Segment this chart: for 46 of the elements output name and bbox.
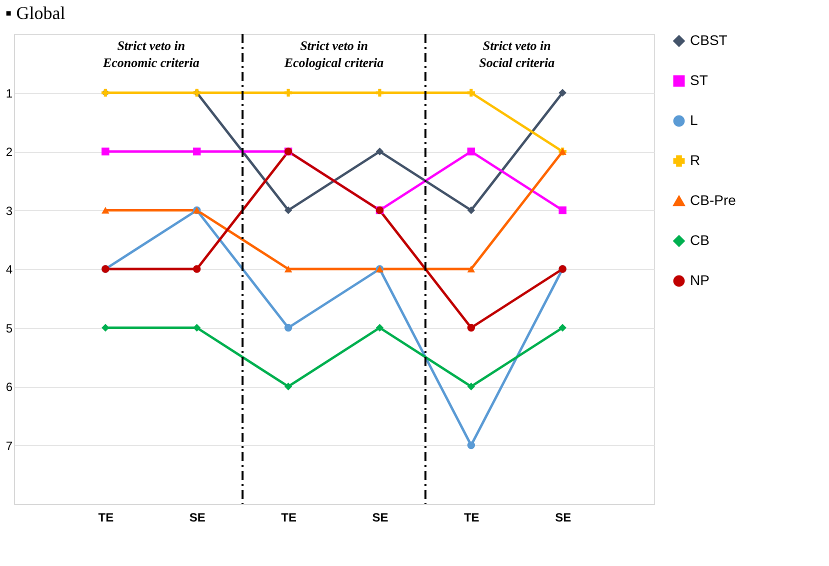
y-tick-label: 7: [6, 438, 13, 453]
x-tick-label: SE: [555, 510, 572, 524]
annotation: Strict veto in Social criteria: [479, 38, 556, 70]
point: [102, 206, 110, 214]
point: [467, 206, 476, 214]
x-tick-label: TE: [281, 510, 296, 524]
y-tick-label: 4: [6, 262, 13, 276]
point: [284, 206, 292, 214]
annotation: Strict veto in Economic criteria: [102, 38, 200, 70]
point: [102, 148, 110, 156]
legend-label: ST: [690, 72, 708, 88]
point: [467, 88, 476, 97]
point: [284, 324, 292, 332]
chart-title: ▪ Global: [5, 3, 66, 23]
point: [467, 441, 476, 450]
x-tick-label: SE: [372, 510, 388, 524]
legend-label: L: [690, 112, 698, 128]
point: [192, 148, 201, 156]
point: [467, 324, 476, 332]
annotation: Strict veto in Ecological criteria: [283, 38, 384, 70]
legend-label: NP: [690, 272, 710, 288]
legend-label: CB-Pre: [690, 192, 736, 208]
point: [467, 382, 476, 390]
y-tick-label: 3: [6, 204, 13, 218]
point: [284, 88, 292, 97]
point: [467, 148, 476, 156]
point: [558, 206, 566, 214]
legend-label: R: [690, 152, 700, 168]
point: [558, 88, 566, 97]
y-tick-label: 1: [6, 86, 13, 100]
point: [376, 88, 384, 97]
x-tick-label: SE: [189, 510, 206, 524]
point: [376, 148, 384, 156]
point: [558, 324, 566, 332]
y-tick-label: 5: [6, 321, 13, 336]
point: [467, 266, 476, 272]
x-tick-label: TE: [464, 510, 480, 524]
point: [192, 265, 201, 273]
point: [284, 382, 292, 390]
point: [376, 324, 384, 332]
y-tick-label: 6: [6, 380, 13, 394]
legend-label: CBST: [690, 32, 728, 48]
x-tick-label: TE: [98, 510, 114, 524]
point: [284, 266, 292, 272]
y-tick-label: 2: [6, 145, 13, 159]
legend-label: CB: [690, 232, 710, 248]
